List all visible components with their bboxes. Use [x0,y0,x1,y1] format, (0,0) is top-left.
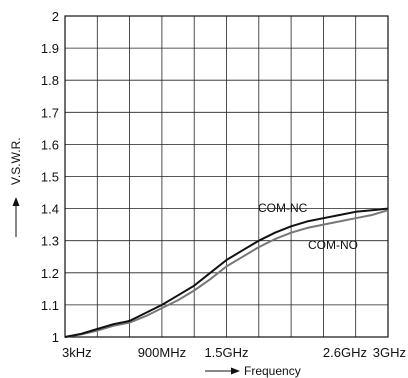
x-axis-label: Frequency [244,364,301,378]
x-tick-label: 2.6GHz [323,345,367,360]
y-tick-label: 2 [52,9,59,24]
plot-frame [64,15,389,338]
y-axis-label: V.S.W.R. [9,137,23,185]
y-tick-label: 1.5 [41,170,59,185]
x-tick-label: 3kHz [62,345,92,360]
series-line-com-no [64,209,389,338]
x-tick-label: 3GHz [373,345,406,360]
y-tick-labels: 1 1.1 1.2 1.3 1.4 1.5 1.6 1.7 1.8 1.9 2 [41,9,59,345]
x-tick-labels: 3kHz 900MHz 1.5GHz 2.6GHz 3GHz [62,345,406,360]
y-tick-label: 1.2 [41,266,59,281]
x-axis-arrow-icon [231,367,240,375]
y-tick-label: 1.6 [41,137,59,152]
x-tick-label: 1.5GHz [204,345,248,360]
y-axis-arrow-icon [12,197,20,206]
series-lines [64,207,389,338]
y-axis-title: V.S.W.R. [9,137,23,237]
y-tick-label: 1.7 [41,105,59,120]
x-tick-label: 900MHz [138,345,186,360]
y-tick-label: 1 [52,330,59,345]
series-line-com-nc [64,207,389,338]
y-tick-label: 1.4 [41,202,59,217]
y-tick-label: 1.8 [41,73,59,88]
y-tick-label: 1.3 [41,234,59,249]
series-label-com-nc: COM-NC [258,201,308,215]
grid-lines [65,16,388,337]
y-tick-label: 1.1 [41,298,59,313]
x-axis-title: Frequency [205,364,301,378]
y-tick-label: 1.9 [41,41,59,56]
series-label-com-no: COM-NO [308,238,358,252]
